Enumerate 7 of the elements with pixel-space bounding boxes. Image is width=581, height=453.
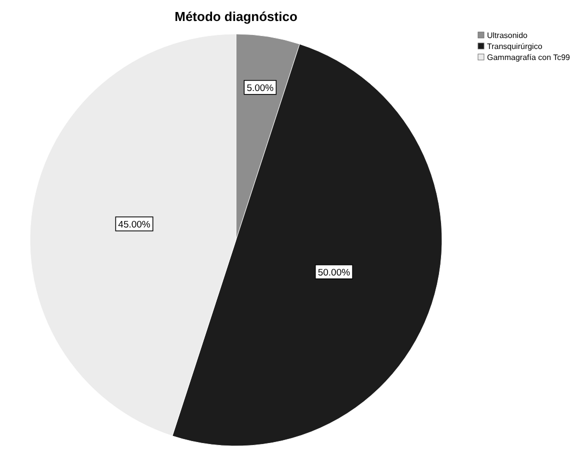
legend-label: Gammagrafía con Tc99 bbox=[487, 53, 571, 62]
data-label: 45.00% bbox=[118, 219, 151, 230]
chart-title: Método diagnóstico bbox=[174, 9, 298, 24]
data-label: 5.00% bbox=[246, 82, 274, 94]
legend-label: Ultrasonido bbox=[487, 31, 528, 40]
legend-label: Transquirúrgico bbox=[487, 42, 543, 51]
data-label: 50.00% bbox=[318, 267, 351, 278]
